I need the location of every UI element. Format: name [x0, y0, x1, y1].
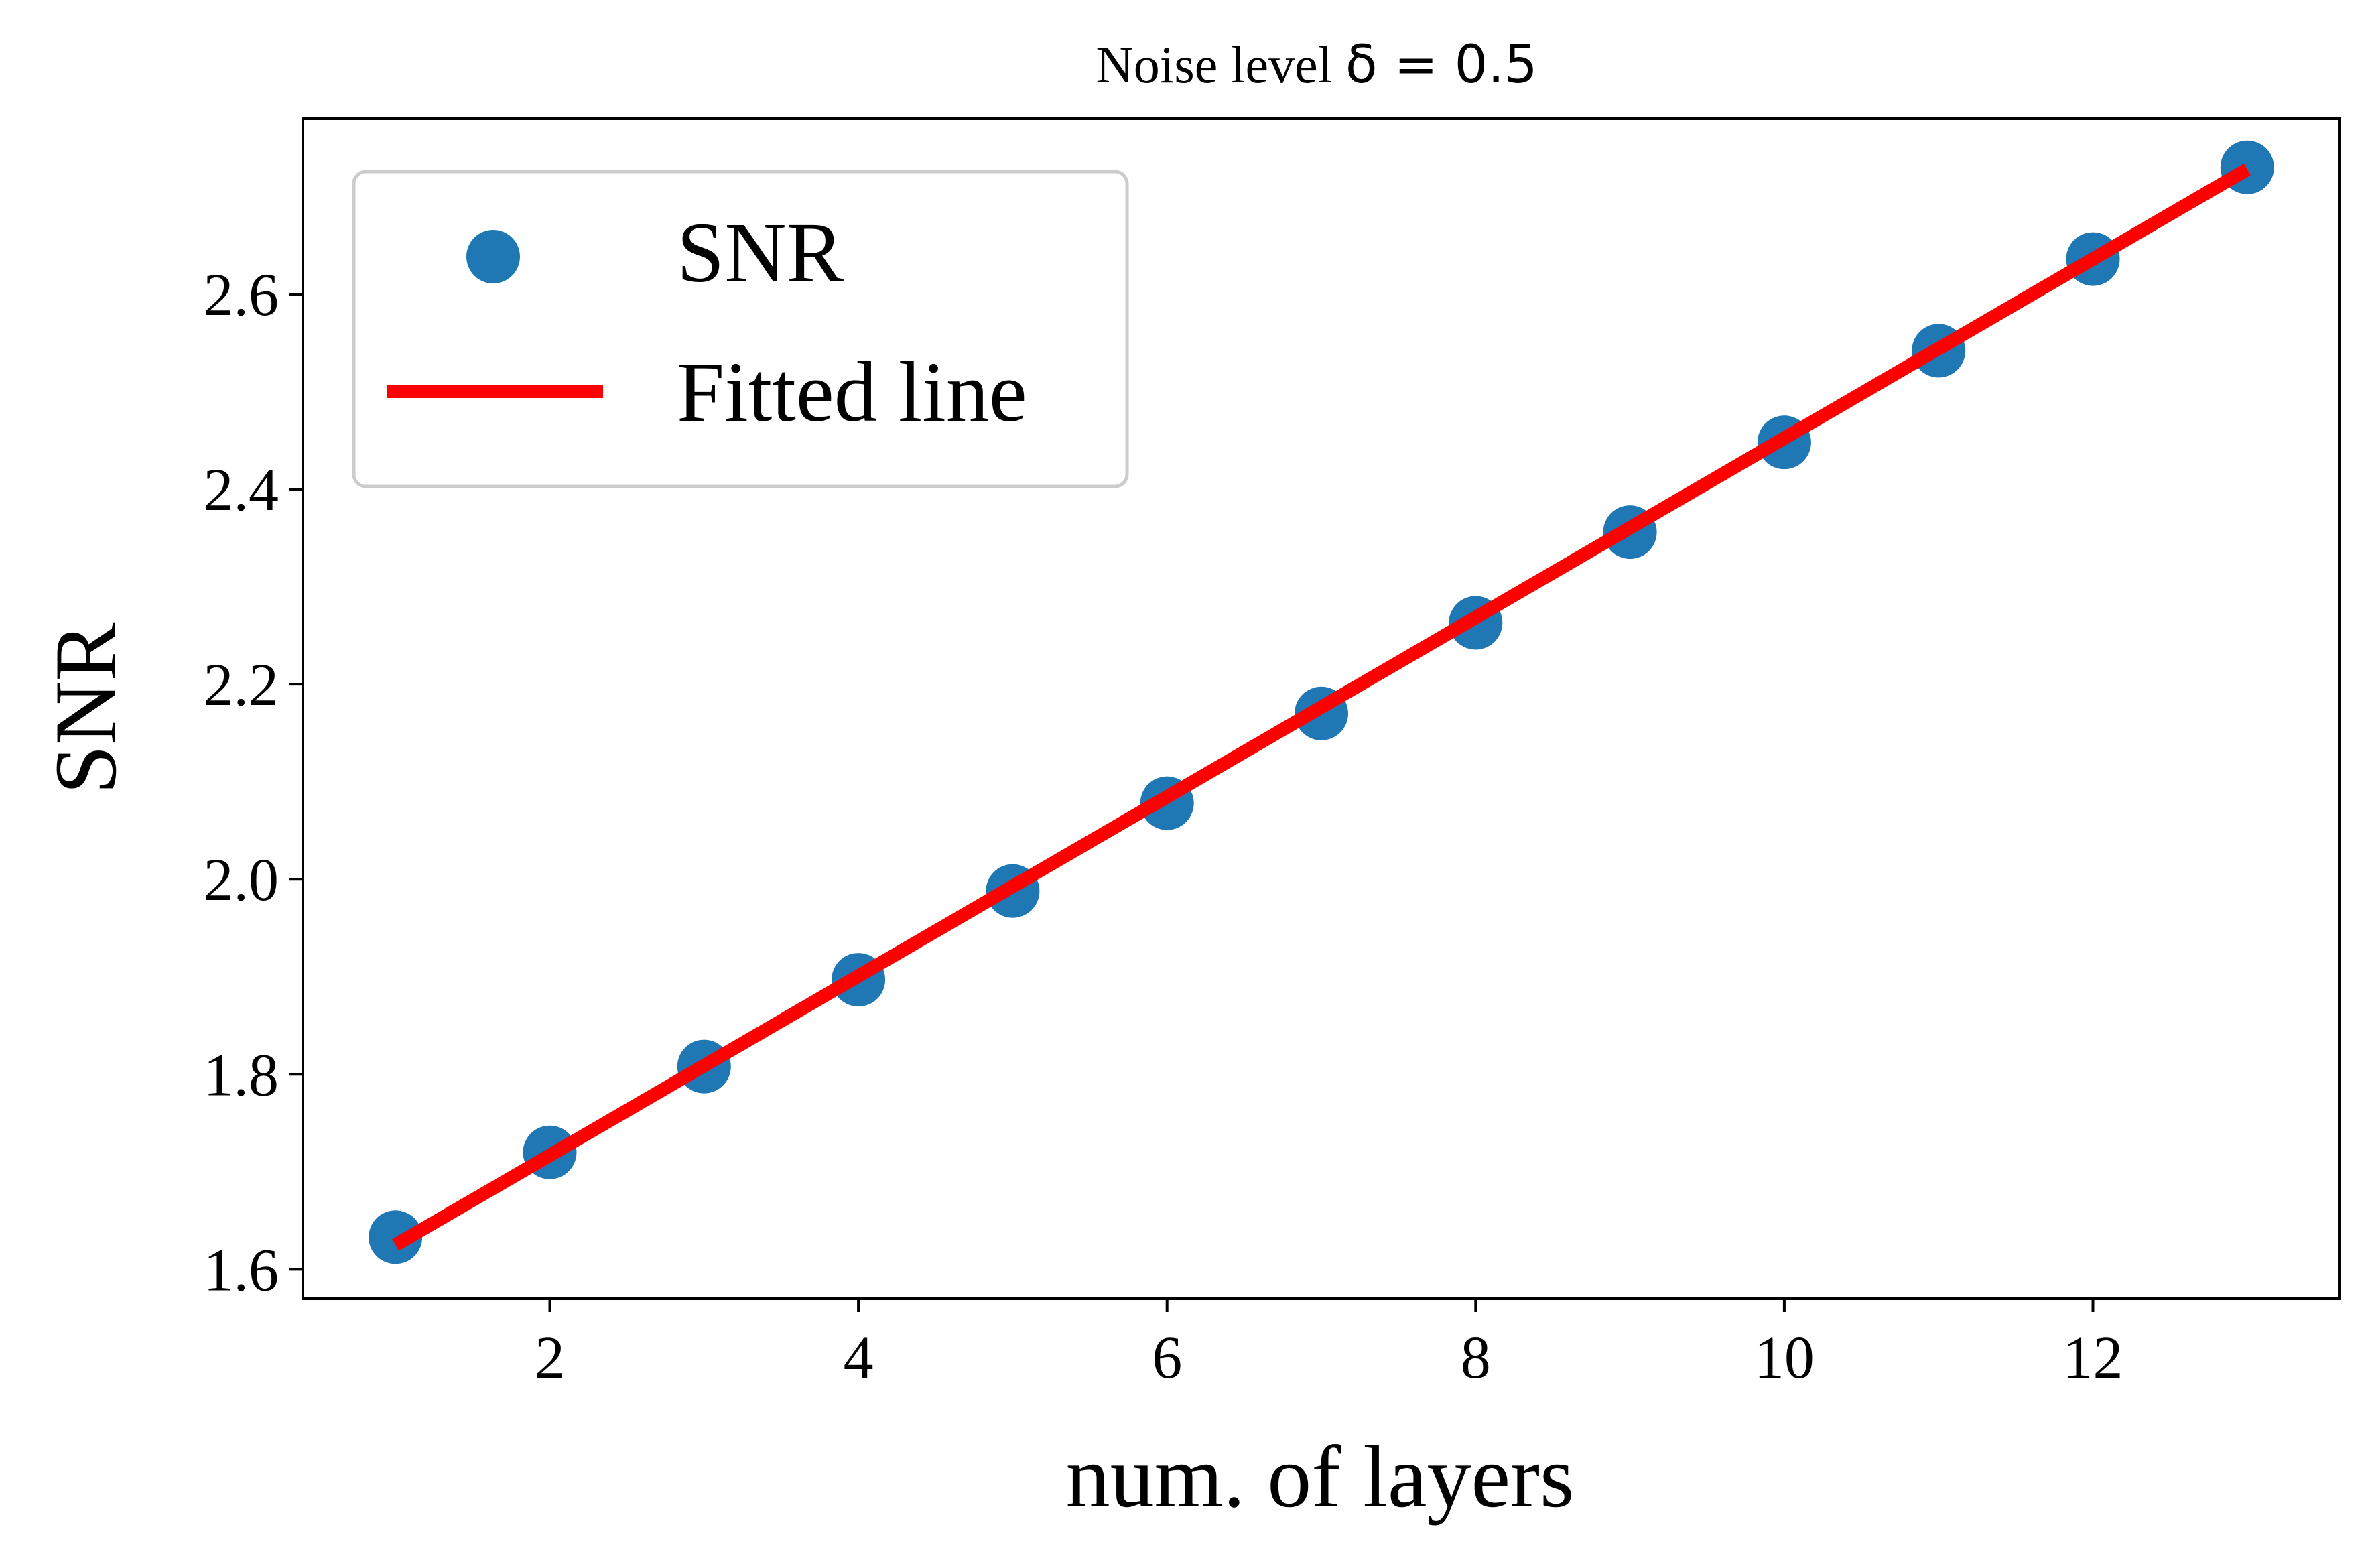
legend-fitted-line-label: Fitted line [677, 344, 1027, 440]
x-tick-label: 6 [1152, 1325, 1182, 1391]
legend-box [352, 170, 1129, 488]
snr-point [369, 1210, 423, 1264]
y-tick-label: 2.0 [204, 847, 279, 913]
chart-title: Noise level δ = 0.5 [1096, 35, 1537, 95]
fitted-line-layer [392, 164, 2251, 1251]
y-tick-label: 1.6 [204, 1237, 279, 1303]
fitted-line [392, 164, 2251, 1251]
y-axis-label: SNR [36, 623, 135, 795]
y-tick-label: 2.4 [204, 457, 279, 523]
x-tick-label: 2 [535, 1325, 565, 1391]
x-axis-label: num. of layers [1066, 1427, 1575, 1526]
chart-title-text: Noise level [1096, 36, 1345, 94]
plot-frame [302, 117, 2341, 1300]
y-tick-label: 2.2 [204, 652, 279, 718]
y-tick-label: 2.6 [204, 262, 279, 328]
ticks: 2 4 6 8 10 12 1.6 1.8 2.0 2.2 2.4 2.6 [204, 262, 2123, 1391]
legend-snr-label: SNR [677, 205, 844, 300]
chart-title-math: δ = 0.5 [1345, 35, 1538, 95]
x-tick-label: 8 [1461, 1325, 1491, 1391]
legend: SNR Fitted line [352, 170, 1129, 488]
x-tick-label: 10 [1754, 1325, 1815, 1391]
legend-snr-marker [466, 230, 520, 283]
y-tick-label: 1.8 [204, 1042, 279, 1108]
x-tick-label: 4 [844, 1325, 874, 1391]
x-tick-label: 12 [2063, 1325, 2123, 1391]
